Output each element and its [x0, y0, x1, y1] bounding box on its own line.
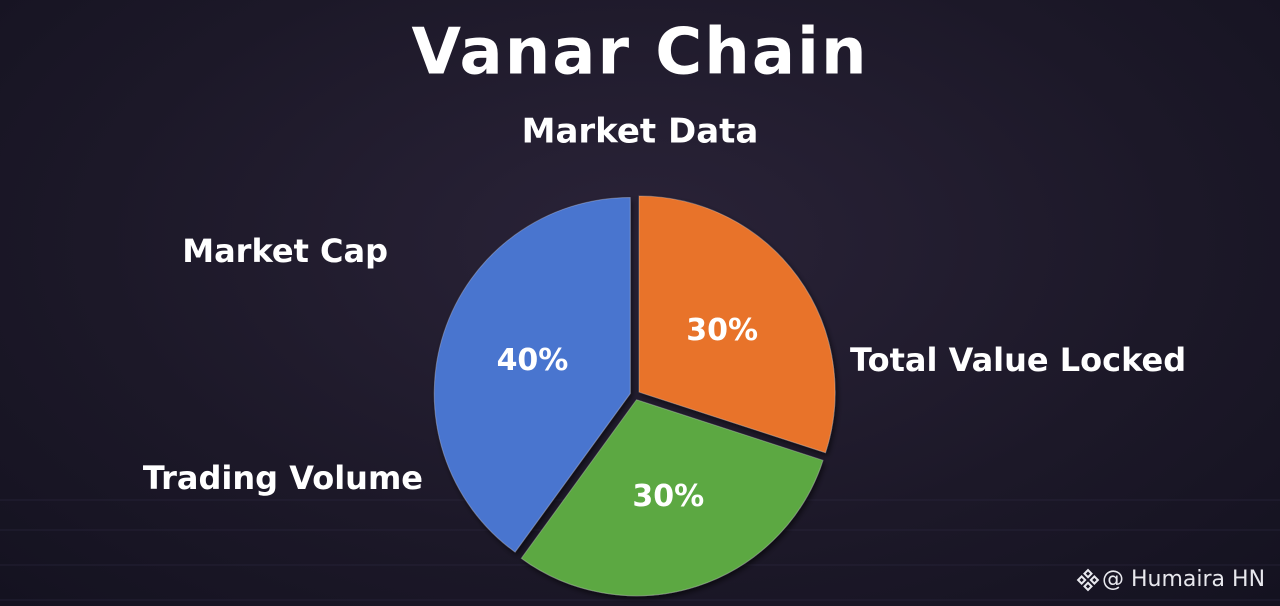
watermark: @ Humaira HN: [1076, 567, 1265, 592]
slice-value-label: 40%: [497, 343, 569, 378]
watermark-icon: [1076, 568, 1100, 592]
pie: [433, 195, 836, 597]
watermark-text: @ Humaira HN: [1102, 567, 1265, 592]
pie-slice: [520, 399, 824, 597]
category-label: Total Value Locked: [850, 341, 1186, 379]
pie-slice: [433, 196, 631, 553]
category-label: Market Cap: [182, 232, 388, 270]
chart-subtitle: Market Data: [522, 112, 759, 152]
slice-value-label: 30%: [632, 479, 704, 514]
chart-title: Vanar Chain: [411, 16, 868, 90]
slice-value-label: 30%: [686, 313, 758, 348]
category-label: Trading Volume: [143, 459, 423, 497]
pie-slice: [638, 195, 836, 454]
